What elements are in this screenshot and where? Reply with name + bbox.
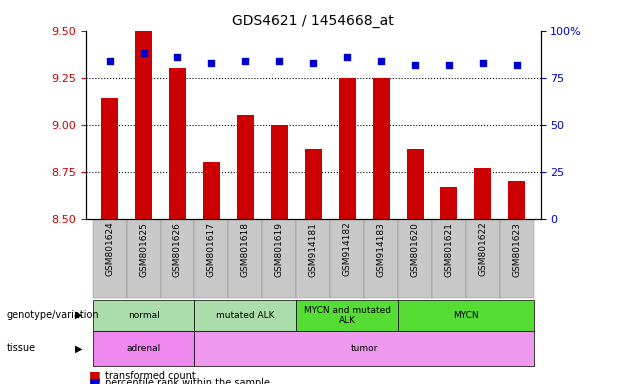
Text: tissue: tissue bbox=[6, 343, 36, 353]
Point bbox=[206, 60, 216, 66]
Point bbox=[172, 54, 183, 60]
Point bbox=[512, 61, 522, 68]
Point bbox=[139, 50, 149, 56]
Text: MYCN and mutated
ALK: MYCN and mutated ALK bbox=[303, 306, 391, 325]
Bar bbox=[135, 31, 152, 219]
Bar bbox=[339, 78, 356, 219]
Point bbox=[104, 58, 114, 64]
Title: GDS4621 / 1454668_at: GDS4621 / 1454668_at bbox=[232, 14, 394, 28]
Text: ■: ■ bbox=[89, 369, 100, 382]
Text: genotype/variation: genotype/variation bbox=[6, 310, 99, 320]
Point bbox=[410, 61, 420, 68]
Point bbox=[274, 58, 284, 64]
Point bbox=[342, 54, 352, 60]
Bar bbox=[474, 168, 492, 219]
Point bbox=[240, 58, 251, 64]
Point bbox=[478, 60, 488, 66]
Text: transformed count: transformed count bbox=[105, 371, 196, 381]
Bar bbox=[101, 98, 118, 219]
Bar bbox=[373, 78, 390, 219]
Bar bbox=[441, 187, 457, 219]
Text: ▶: ▶ bbox=[75, 310, 83, 320]
Point bbox=[376, 58, 386, 64]
Bar bbox=[271, 125, 287, 219]
Text: ■: ■ bbox=[89, 376, 100, 384]
Bar bbox=[305, 149, 322, 219]
Text: normal: normal bbox=[128, 311, 160, 320]
Text: percentile rank within the sample: percentile rank within the sample bbox=[105, 378, 270, 384]
Point bbox=[308, 60, 319, 66]
Text: tumor: tumor bbox=[350, 344, 378, 353]
Text: mutated ALK: mutated ALK bbox=[216, 311, 275, 320]
Bar bbox=[169, 68, 186, 219]
Bar bbox=[203, 162, 220, 219]
Text: adrenal: adrenal bbox=[127, 344, 161, 353]
Text: MYCN: MYCN bbox=[453, 311, 479, 320]
Point bbox=[444, 61, 454, 68]
Text: ▶: ▶ bbox=[75, 343, 83, 353]
Bar bbox=[508, 181, 525, 219]
Bar bbox=[237, 115, 254, 219]
Bar bbox=[406, 149, 424, 219]
